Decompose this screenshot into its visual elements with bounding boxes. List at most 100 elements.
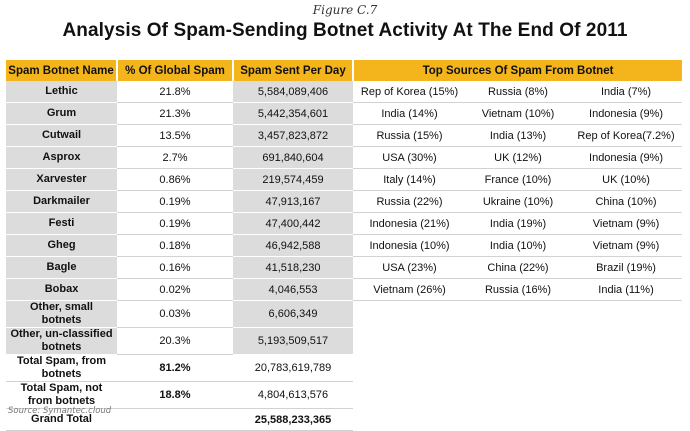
empty-sources xyxy=(353,300,683,328)
global-pct: 20.3% xyxy=(117,327,233,355)
source-3: Brazil (19%) xyxy=(570,256,683,279)
header-top-sources: Top Sources Of Spam From Botnet xyxy=(353,60,683,81)
table-row: Gheg 0.18% 46,942,588 Indonesia (10%) In… xyxy=(6,234,683,257)
botnet-name: Grum xyxy=(6,102,117,125)
header-pct-global: % Of Global Spam xyxy=(117,60,234,81)
source-2: India (19%) xyxy=(466,212,570,235)
source-1: Russia (15%) xyxy=(353,124,466,147)
source-2: Russia (16%) xyxy=(466,278,570,301)
source-1: Vietnam (26%) xyxy=(353,278,466,301)
table-row: Asprox 2.7% 691,840,604 USA (30%) UK (12… xyxy=(6,146,683,169)
source-1: Rep of Korea (15%) xyxy=(353,81,466,103)
global-pct: 13.5% xyxy=(117,124,233,147)
global-pct: 2.7% xyxy=(117,146,233,169)
spam-per-day: 46,942,588 xyxy=(233,234,353,257)
spam-per-day: 219,574,459 xyxy=(233,168,353,191)
spam-per-day: 5,584,089,406 xyxy=(233,81,353,103)
table-row: Cutwail 13.5% 3,457,823,872 Russia (15%)… xyxy=(6,124,683,147)
botnet-name: Bobax xyxy=(6,278,117,301)
spam-per-day: 4,046,553 xyxy=(233,278,353,301)
total-pct: 18.8% xyxy=(117,381,233,409)
source-1: Indonesia (21%) xyxy=(353,212,466,235)
total-spam-per-day: 4,804,613,576 xyxy=(233,381,353,409)
botnet-name: Asprox xyxy=(6,146,117,169)
total-row: Total Spam, not from botnets 18.8% 4,804… xyxy=(6,381,683,409)
source-note: Source: Symantec.cloud xyxy=(8,406,112,416)
source-2: India (10%) xyxy=(466,234,570,257)
source-2: France (10%) xyxy=(466,168,570,191)
table-row: Grum 21.3% 5,442,354,601 India (14%) Vie… xyxy=(6,102,683,125)
total-pct: 81.2% xyxy=(117,354,233,382)
source-3: Indonesia (9%) xyxy=(570,102,683,125)
total-spam-per-day: 20,783,619,789 xyxy=(233,354,353,382)
table-row: Festi 0.19% 47,400,442 Indonesia (21%) I… xyxy=(6,212,683,235)
page-title: Analysis Of Spam-Sending Botnet Activity… xyxy=(62,20,628,41)
spam-per-day: 47,400,442 xyxy=(233,212,353,235)
source-1: Indonesia (10%) xyxy=(353,234,466,257)
source-2: Ukraine (10%) xyxy=(466,190,570,213)
source-3: UK (10%) xyxy=(570,168,683,191)
source-3: India (11%) xyxy=(570,278,683,301)
botnet-name: Other, small botnets xyxy=(6,300,117,328)
grand-total-pct xyxy=(117,408,233,431)
total-label: Total Spam, not from botnets xyxy=(6,381,117,409)
global-pct: 0.03% xyxy=(117,300,233,328)
table-row: Other, un-classified botnets 20.3% 5,193… xyxy=(6,327,683,355)
botnet-name: Gheg xyxy=(6,234,117,257)
source-1: Italy (14%) xyxy=(353,168,466,191)
empty-sources xyxy=(353,381,683,409)
source-2: China (22%) xyxy=(466,256,570,279)
source-1: USA (30%) xyxy=(353,146,466,169)
table-row: Bagle 0.16% 41,518,230 USA (23%) China (… xyxy=(6,256,683,279)
empty-sources xyxy=(353,408,683,431)
spam-per-day: 41,518,230 xyxy=(233,256,353,279)
botnet-name: Darkmailer xyxy=(6,190,117,213)
botnet-table: Spam Botnet Name % Of Global Spam Spam S… xyxy=(6,60,683,431)
source-3: Vietnam (9%) xyxy=(570,212,683,235)
figure-label: Figure C.7 xyxy=(312,3,378,17)
spam-per-day: 5,442,354,601 xyxy=(233,102,353,125)
table-row: Lethic 21.8% 5,584,089,406 Rep of Korea … xyxy=(6,81,683,103)
table-row: Bobax 0.02% 4,046,553 Vietnam (26%) Russ… xyxy=(6,278,683,301)
botnet-name: Xarvester xyxy=(6,168,117,191)
spam-per-day: 691,840,604 xyxy=(233,146,353,169)
source-3: Rep of Korea(7.2%) xyxy=(570,124,683,147)
source-2: Russia (8%) xyxy=(466,81,570,103)
global-pct: 0.86% xyxy=(117,168,233,191)
table-header-row: Spam Botnet Name % Of Global Spam Spam S… xyxy=(6,60,683,81)
empty-sources xyxy=(353,354,683,382)
header-spam-per-day: Spam Sent Per Day xyxy=(233,60,354,81)
source-3: India (7%) xyxy=(570,81,683,103)
global-pct: 0.16% xyxy=(117,256,233,279)
source-1: USA (23%) xyxy=(353,256,466,279)
botnet-name: Cutwail xyxy=(6,124,117,147)
table-row: Darkmailer 0.19% 47,913,167 Russia (22%)… xyxy=(6,190,683,213)
empty-sources xyxy=(353,327,683,355)
source-2: Vietnam (10%) xyxy=(466,102,570,125)
header-botnet-name: Spam Botnet Name xyxy=(6,60,118,81)
total-row: Total Spam, from botnets 81.2% 20,783,61… xyxy=(6,354,683,382)
spam-per-day: 6,606,349 xyxy=(233,300,353,328)
botnet-name: Other, un-classified botnets xyxy=(6,327,117,355)
botnet-name: Lethic xyxy=(6,81,117,103)
botnet-name: Bagle xyxy=(6,256,117,279)
global-pct: 0.02% xyxy=(117,278,233,301)
source-3: Vietnam (9%) xyxy=(570,234,683,257)
source-2: India (13%) xyxy=(466,124,570,147)
table-row: Xarvester 0.86% 219,574,459 Italy (14%) … xyxy=(6,168,683,191)
source-1: India (14%) xyxy=(353,102,466,125)
spam-per-day: 5,193,509,517 xyxy=(233,327,353,355)
source-3: Indonesia (9%) xyxy=(570,146,683,169)
global-pct: 21.8% xyxy=(117,81,233,103)
global-pct: 0.18% xyxy=(117,234,233,257)
spam-per-day: 47,913,167 xyxy=(233,190,353,213)
source-2: UK (12%) xyxy=(466,146,570,169)
global-pct: 0.19% xyxy=(117,212,233,235)
grand-total-value: 25,588,233,365 xyxy=(233,408,353,431)
global-pct: 0.19% xyxy=(117,190,233,213)
source-3: China (10%) xyxy=(570,190,683,213)
table-row: Other, small botnets 0.03% 6,606,349 xyxy=(6,300,683,328)
spam-per-day: 3,457,823,872 xyxy=(233,124,353,147)
global-pct: 21.3% xyxy=(117,102,233,125)
botnet-name: Festi xyxy=(6,212,117,235)
